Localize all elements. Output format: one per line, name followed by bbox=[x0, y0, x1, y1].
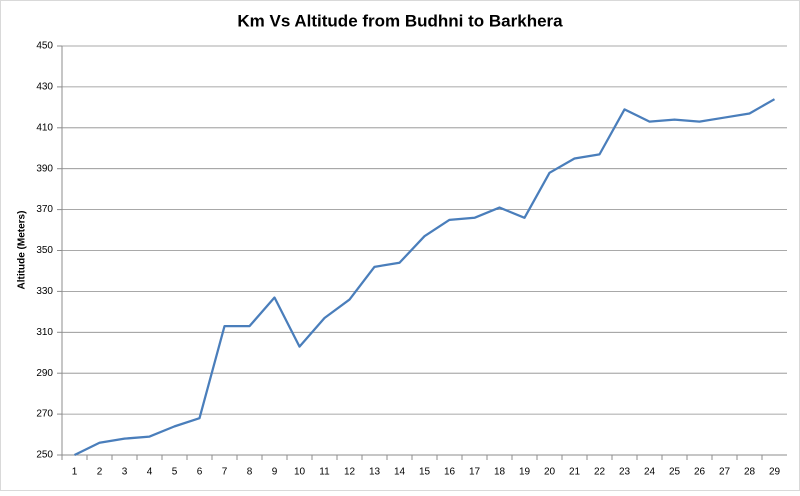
x-tick-label: 2 bbox=[97, 467, 103, 478]
x-tick-label: 3 bbox=[122, 467, 128, 478]
x-tick-label: 27 bbox=[719, 467, 731, 478]
y-tick-label: 270 bbox=[36, 409, 53, 420]
x-tick-label: 1 bbox=[72, 467, 78, 478]
x-tick-label: 16 bbox=[444, 467, 456, 478]
x-tick-label: 26 bbox=[694, 467, 706, 478]
y-tick-label: 450 bbox=[36, 41, 53, 52]
y-tick-label: 330 bbox=[36, 286, 53, 297]
x-tick-label: 28 bbox=[744, 467, 756, 478]
x-tick-label: 8 bbox=[247, 467, 253, 478]
x-tick-label: 6 bbox=[197, 467, 203, 478]
x-tick-label: 10 bbox=[294, 467, 306, 478]
x-tick-label: 12 bbox=[344, 467, 356, 478]
y-tick-label: 370 bbox=[36, 204, 53, 215]
y-tick-label: 250 bbox=[36, 450, 53, 461]
y-tick-label: 410 bbox=[36, 122, 53, 133]
x-tick-label: 29 bbox=[769, 467, 781, 478]
x-tick-label: 23 bbox=[619, 467, 631, 478]
y-tick-label: 350 bbox=[36, 245, 53, 256]
x-tick-label: 14 bbox=[394, 467, 406, 478]
y-tick-label: 390 bbox=[36, 163, 53, 174]
x-tick-label: 13 bbox=[369, 467, 381, 478]
x-tick-label: 9 bbox=[272, 467, 278, 478]
y-tick-label: 310 bbox=[36, 327, 53, 338]
x-tick-label: 5 bbox=[172, 467, 178, 478]
x-tick-label: 19 bbox=[519, 467, 531, 478]
x-tick-label: 21 bbox=[569, 467, 581, 478]
x-tick-label: 22 bbox=[594, 467, 606, 478]
x-tick-label: 4 bbox=[147, 467, 153, 478]
y-tick-label: 290 bbox=[36, 368, 53, 379]
x-tick-label: 18 bbox=[494, 467, 506, 478]
x-tick-label: 17 bbox=[469, 467, 481, 478]
x-tick-label: 20 bbox=[544, 467, 556, 478]
x-tick-label: 24 bbox=[644, 467, 656, 478]
y-tick-label: 430 bbox=[36, 82, 53, 93]
x-tick-label: 15 bbox=[419, 467, 431, 478]
x-tick-label: 25 bbox=[669, 467, 681, 478]
y-axis-label: Altitude (Meters) bbox=[17, 211, 28, 290]
x-tick-label: 7 bbox=[222, 467, 228, 478]
x-tick-label: 11 bbox=[319, 467, 330, 478]
chart-title: Km Vs Altitude from Budhni to Barkhera bbox=[237, 11, 563, 30]
line-series bbox=[74, 98, 776, 457]
